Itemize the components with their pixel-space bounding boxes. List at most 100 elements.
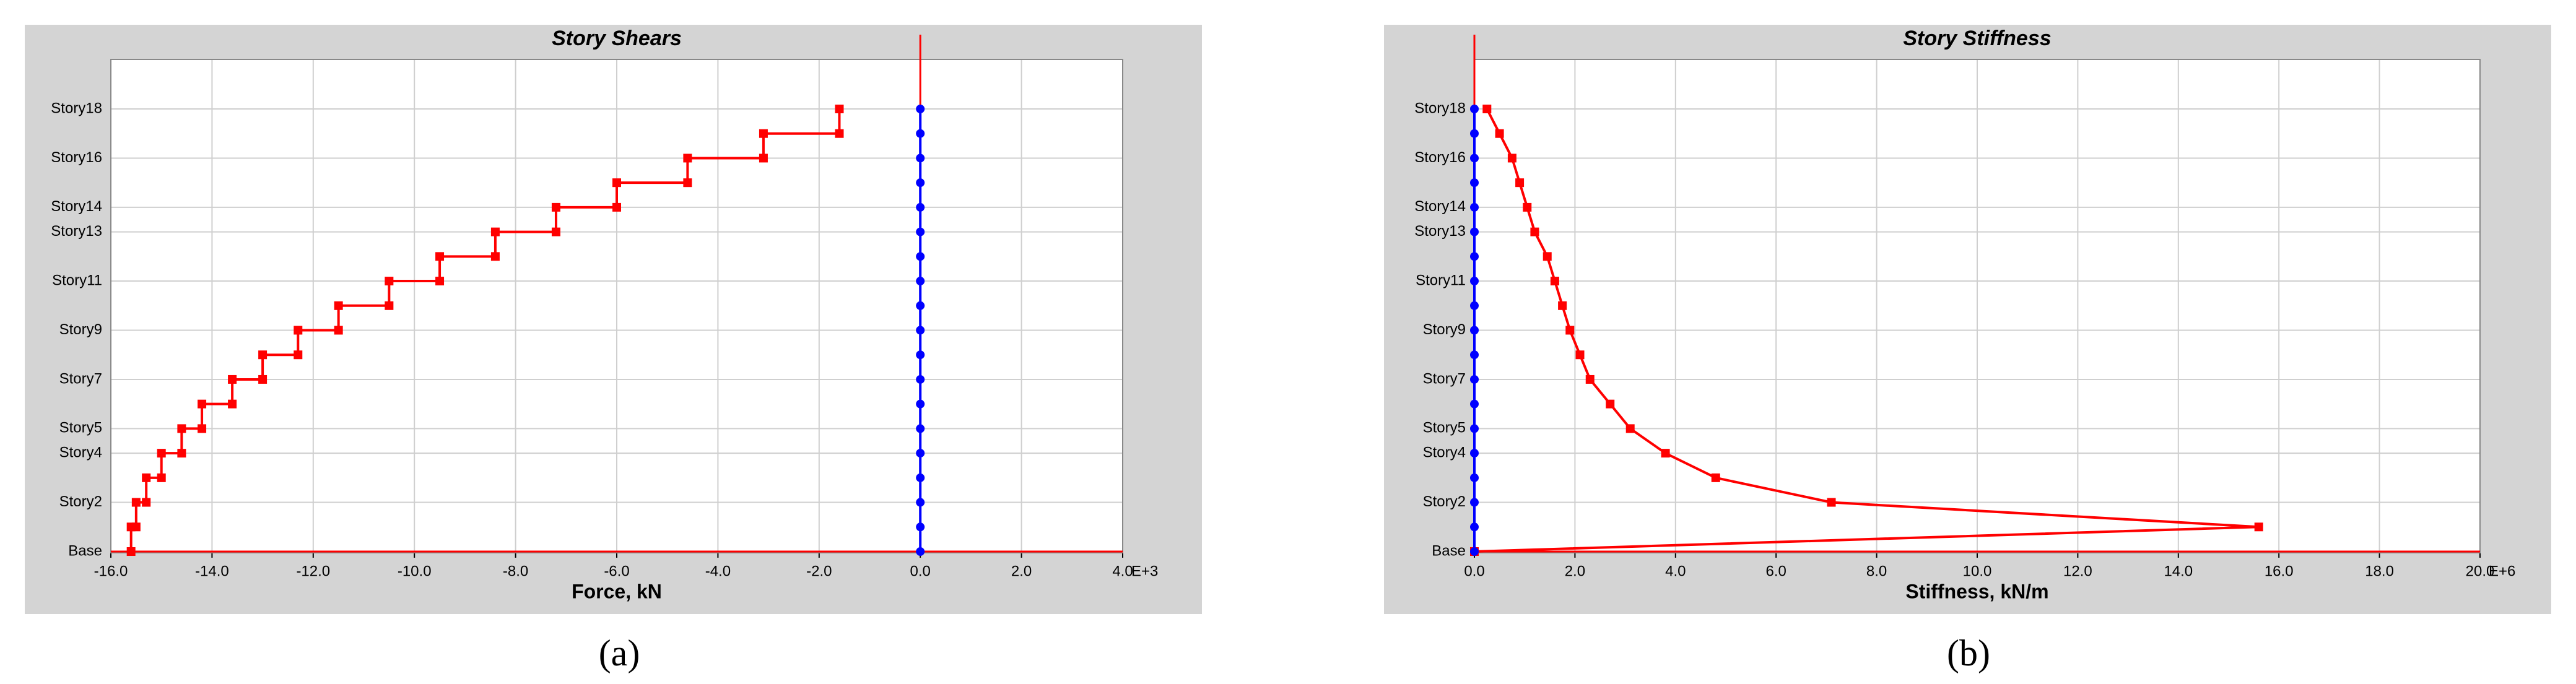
x-tick-label: 10.0: [1963, 563, 1992, 579]
marker: [131, 522, 141, 532]
marker: [916, 252, 925, 261]
marker: [142, 498, 151, 507]
y-tick-label: Story11: [52, 272, 102, 288]
caption: (a): [599, 633, 640, 673]
marker: [1470, 129, 1479, 138]
y-tick-label: Story9: [1423, 321, 1466, 338]
marker: [759, 154, 768, 163]
y-tick-label: Story14: [51, 198, 102, 215]
marker: [1565, 326, 1575, 335]
marker: [1575, 350, 1585, 360]
marker: [1558, 301, 1567, 310]
y-tick-label: Story4: [59, 444, 102, 461]
y-tick-label: Story2: [59, 493, 102, 510]
marker: [1495, 129, 1504, 138]
x-tick-label: -10.0: [398, 563, 432, 579]
marker: [916, 399, 925, 409]
marker: [612, 202, 621, 212]
marker: [835, 105, 844, 113]
x-tick-label: -12.0: [296, 563, 330, 579]
y-tick-label: Story16: [51, 149, 102, 166]
x-tick-label: 16.0: [2265, 563, 2294, 579]
marker: [916, 105, 925, 113]
marker: [916, 350, 925, 360]
x-tick-label: -4.0: [705, 563, 731, 579]
marker: [1470, 301, 1479, 310]
marker: [1470, 449, 1479, 458]
marker: [1482, 105, 1492, 113]
marker: [294, 350, 303, 360]
marker: [1515, 178, 1525, 188]
marker: [435, 277, 445, 286]
marker: [1470, 178, 1479, 188]
marker: [1470, 154, 1479, 163]
x-tick-label: -14.0: [195, 563, 229, 579]
x-tick-label: -8.0: [503, 563, 528, 579]
marker: [683, 178, 692, 188]
marker: [1470, 374, 1479, 384]
marker: [1470, 350, 1479, 360]
x-tick-label: -6.0: [604, 563, 629, 579]
y-tick-label: Story5: [59, 420, 102, 436]
x-tick-label: 0.0: [910, 563, 931, 579]
marker: [916, 301, 925, 310]
marker: [1470, 547, 1479, 556]
y-tick-label: Story13: [1414, 223, 1466, 240]
x-axis-label: Stiffness, kN/m: [1905, 580, 2048, 602]
marker: [916, 202, 925, 212]
y-tick-label: Story18: [1414, 100, 1466, 116]
marker: [551, 227, 560, 236]
marker: [1530, 227, 1539, 236]
x-tick-label: 8.0: [1866, 563, 1887, 579]
y-tick-label: Story4: [1423, 444, 1466, 461]
marker: [1470, 227, 1479, 236]
marker: [1470, 202, 1479, 212]
marker: [157, 473, 166, 482]
marker: [1711, 473, 1720, 482]
chart-title: Story Stiffness: [1903, 27, 2051, 50]
marker: [1543, 252, 1552, 261]
marker: [916, 522, 925, 532]
marker: [385, 301, 394, 310]
x-tick-label: 20.0: [2466, 563, 2495, 579]
x-tick-label: -16.0: [94, 563, 128, 579]
marker: [916, 449, 925, 458]
x-tick-label: 0.0: [1464, 563, 1484, 579]
x-tick-label: 14.0: [2164, 563, 2193, 579]
marker: [916, 498, 925, 507]
marker: [1470, 252, 1479, 261]
y-tick-label: Story14: [1414, 198, 1466, 215]
marker: [1470, 105, 1479, 113]
marker: [916, 154, 925, 163]
y-tick-label: Story2: [1423, 493, 1466, 510]
x-tick-label: 4.0: [1665, 563, 1686, 579]
x-axis-label: Force, kN: [572, 580, 662, 602]
y-tick-label: Story9: [59, 321, 102, 338]
y-tick-label: Story18: [51, 100, 102, 116]
marker: [1470, 498, 1479, 507]
y-tick-label: Base: [1432, 542, 1466, 559]
marker: [228, 399, 237, 409]
marker: [835, 129, 844, 138]
x-tick-label: -2.0: [806, 563, 832, 579]
x-tick-label: 18.0: [2365, 563, 2394, 579]
marker: [1585, 374, 1595, 384]
marker: [1470, 277, 1479, 286]
marker: [1507, 154, 1516, 163]
marker: [198, 424, 207, 433]
caption: (b): [1947, 633, 1990, 673]
marker: [1625, 424, 1635, 433]
marker: [916, 473, 925, 482]
marker: [1470, 326, 1479, 335]
marker: [258, 374, 268, 384]
y-tick-label: Story5: [1423, 420, 1466, 436]
marker: [1470, 522, 1479, 532]
marker: [1523, 202, 1532, 212]
y-tick-label: Story13: [51, 223, 102, 240]
marker: [916, 374, 925, 384]
x-tick-label: 2.0: [1565, 563, 1585, 579]
x-tick-label: 6.0: [1766, 563, 1786, 579]
marker: [916, 227, 925, 236]
marker: [916, 547, 925, 556]
